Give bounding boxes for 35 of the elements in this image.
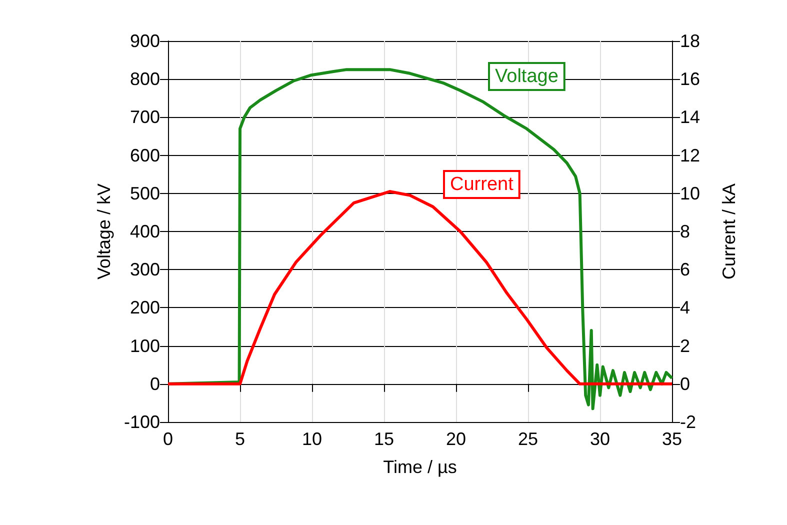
x-tick-label: 35 xyxy=(662,429,682,449)
series-label: Voltage xyxy=(495,66,558,87)
y-tick-label: 800 xyxy=(130,69,160,90)
x-tick-label: 20 xyxy=(446,429,466,449)
x-tick-label: 5 xyxy=(234,429,246,449)
y2-tick-label: 10 xyxy=(680,183,700,204)
y2-tick-label: -2 xyxy=(680,412,696,432)
x-tick-label: 10 xyxy=(302,429,322,449)
y2-tick-label: 6 xyxy=(680,260,690,280)
y2-tick-label: 14 xyxy=(680,107,700,128)
y-tick-label: 500 xyxy=(130,183,160,204)
y-tick-label: 400 xyxy=(130,222,160,242)
y-tick-label: 900 xyxy=(130,31,160,51)
x-tick-label: 0 xyxy=(162,429,174,449)
y2-tick-label: 16 xyxy=(680,69,700,90)
x-tick-label: 30 xyxy=(590,429,610,449)
y-tick-label: 600 xyxy=(130,145,160,166)
x-tick-label: 25 xyxy=(518,429,538,449)
y-axis-title: Voltage / kV xyxy=(94,183,114,280)
x-tick-label: 15 xyxy=(374,429,394,449)
y-tick-label: 700 xyxy=(130,107,160,128)
y2-tick-label: 8 xyxy=(680,222,690,242)
y2-tick-label: 2 xyxy=(680,336,690,356)
y-tick-label: -100 xyxy=(124,412,160,432)
y-tick-label: 200 xyxy=(130,298,160,318)
y2-axis-title: Current / kA xyxy=(719,183,739,280)
y2-tick-label: 18 xyxy=(680,31,700,51)
y-tick-label: 0 xyxy=(150,374,160,394)
y-tick-label: 100 xyxy=(130,336,160,356)
y2-tick-label: 12 xyxy=(680,145,700,166)
x-axis-title: Time / µs xyxy=(383,457,457,477)
y2-tick-label: 4 xyxy=(680,298,690,318)
y2-tick-label: 0 xyxy=(680,374,690,394)
y-tick-label: 300 xyxy=(130,260,160,280)
series-label: Current xyxy=(450,174,514,195)
